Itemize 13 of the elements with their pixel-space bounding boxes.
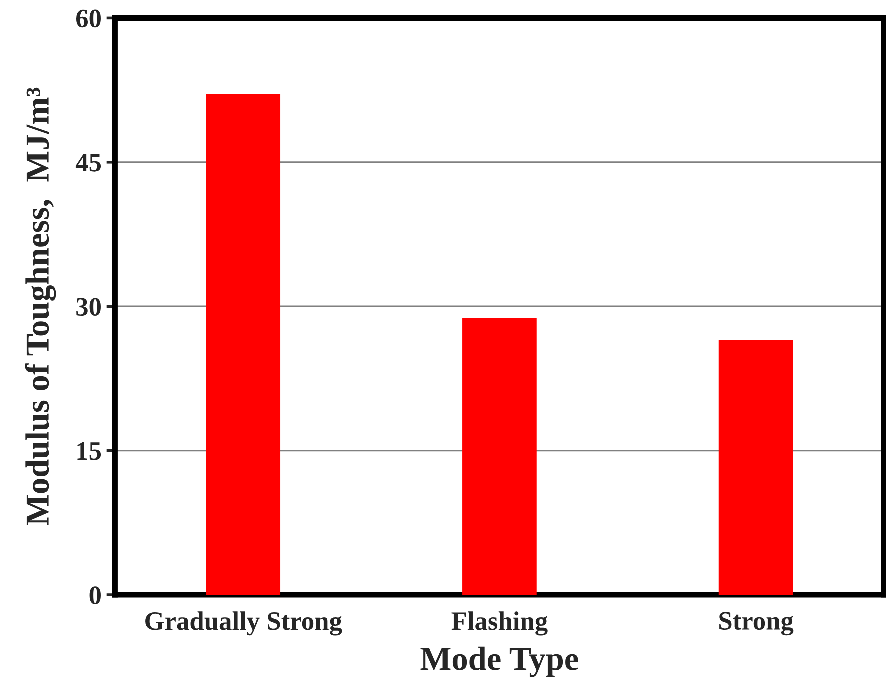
bar	[462, 318, 537, 595]
x-tick-label: Strong	[720, 612, 794, 636]
bar	[206, 94, 281, 595]
y-tick-label: 0	[90, 586, 101, 604]
y-tick-label: 30	[76, 298, 101, 316]
x-axis-title: Mode Type	[420, 646, 578, 678]
y-tick-label: 60	[76, 10, 101, 28]
y-tick-label: 45	[76, 154, 102, 172]
bar	[718, 340, 794, 595]
y-axis-title: Modulus of Toughness, MJ/m³	[25, 88, 56, 526]
x-tick-label: Gradually Strong	[146, 612, 342, 636]
y-tick-label: 15	[78, 442, 102, 460]
x-tick-label: Flashing	[452, 612, 548, 636]
